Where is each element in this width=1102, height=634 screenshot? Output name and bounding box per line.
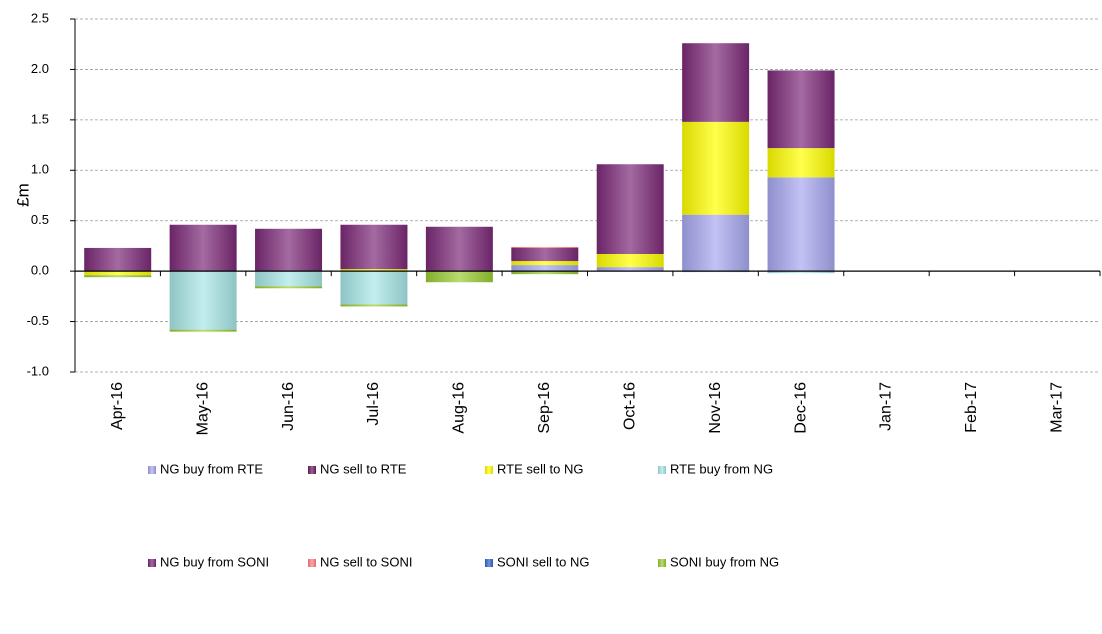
bar-segment bbox=[596, 164, 664, 254]
x-tick-label: Jul-16 bbox=[365, 382, 382, 426]
y-tick-label: 2.5 bbox=[31, 10, 49, 25]
x-tick-label: Apr-16 bbox=[109, 382, 126, 430]
legend-label: NG sell to SONI bbox=[320, 554, 412, 569]
bar-segment bbox=[596, 253, 664, 268]
x-tick-label: Sep-16 bbox=[536, 382, 553, 434]
bar-segment bbox=[169, 329, 237, 332]
y-tick-label: -0.5 bbox=[27, 313, 49, 328]
bar-segment bbox=[511, 261, 579, 266]
bar-segment bbox=[767, 177, 835, 272]
y-tick-label: 2.0 bbox=[31, 61, 49, 76]
bar-segment bbox=[84, 247, 152, 272]
bar-segment bbox=[767, 271, 835, 274]
legend-label: SONI sell to NG bbox=[497, 554, 589, 569]
legend-swatch bbox=[308, 466, 316, 474]
bar-segment bbox=[767, 70, 835, 149]
y-tick-label: 1.5 bbox=[31, 111, 49, 126]
legend-swatch bbox=[148, 466, 156, 474]
y-axis-label: £m bbox=[13, 183, 32, 207]
bar-segment bbox=[511, 246, 579, 248]
bar-segment bbox=[255, 286, 323, 289]
bar-segment bbox=[84, 275, 152, 278]
x-tick-label: May-16 bbox=[194, 382, 211, 435]
legend-label: RTE sell to NG bbox=[497, 461, 583, 476]
x-tick-label: Jan-17 bbox=[878, 382, 895, 431]
x-tick-label: Aug-16 bbox=[451, 382, 468, 434]
legend-label: SONI buy from NG bbox=[670, 554, 779, 569]
y-tick-label: 0.5 bbox=[31, 212, 49, 227]
bar-segment bbox=[84, 271, 152, 276]
bar-segment bbox=[425, 271, 493, 283]
x-tick-label: Dec-16 bbox=[792, 382, 809, 434]
bar-segment bbox=[340, 304, 408, 307]
bar-segment bbox=[596, 267, 664, 272]
bar-segment bbox=[425, 226, 493, 272]
legend-label: NG buy from SONI bbox=[160, 554, 269, 569]
bar-segment bbox=[255, 228, 323, 272]
bar-segment bbox=[340, 269, 408, 272]
legend-swatch bbox=[485, 559, 493, 567]
legend-label: NG buy from RTE bbox=[160, 461, 263, 476]
x-tick-label: Jun-16 bbox=[280, 382, 297, 431]
bar-segment bbox=[169, 224, 237, 272]
bar-segment bbox=[340, 271, 408, 305]
bar-segment bbox=[511, 265, 579, 272]
x-tick-label: Nov-16 bbox=[707, 382, 724, 434]
y-tick-label: -1.0 bbox=[27, 363, 49, 378]
x-tick-label: Feb-17 bbox=[963, 382, 980, 433]
legend-label: RTE buy from NG bbox=[670, 461, 773, 476]
legend-swatch bbox=[658, 559, 666, 567]
bar-segment bbox=[682, 121, 750, 215]
bar-segment bbox=[767, 148, 835, 178]
bar-segment bbox=[255, 271, 323, 287]
legend-swatch bbox=[308, 559, 316, 567]
x-tick-label: Mar-17 bbox=[1049, 382, 1066, 433]
legend-swatch bbox=[658, 466, 666, 474]
bar-segment bbox=[682, 43, 750, 122]
bar-segment bbox=[511, 271, 579, 275]
x-tick-label: Oct-16 bbox=[621, 382, 638, 430]
bar-segment bbox=[169, 271, 237, 330]
y-tick-label: 1.0 bbox=[31, 162, 49, 177]
legend-swatch bbox=[485, 466, 493, 474]
legend-swatch bbox=[148, 559, 156, 567]
bar-segment bbox=[340, 224, 408, 270]
bar-segment bbox=[682, 214, 750, 272]
legend-label: NG sell to RTE bbox=[320, 461, 407, 476]
bar-segment bbox=[511, 247, 579, 262]
y-tick-label: 0.0 bbox=[31, 263, 49, 278]
